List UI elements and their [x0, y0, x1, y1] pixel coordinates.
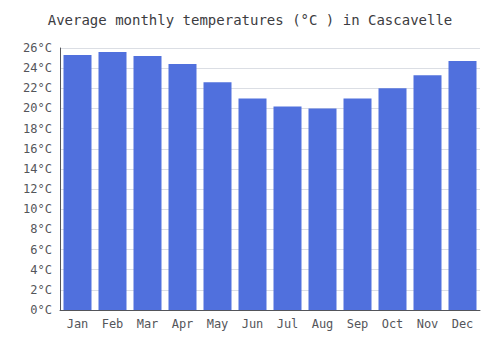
svg-text:22°C: 22°C	[23, 81, 52, 95]
svg-text:20°C: 20°C	[23, 101, 52, 115]
svg-text:Apr: Apr	[172, 317, 194, 331]
svg-text:6°C: 6°C	[30, 243, 52, 257]
svg-text:Nov: Nov	[417, 317, 439, 331]
svg-text:Sep: Sep	[347, 317, 369, 331]
svg-text:Aug: Aug	[312, 317, 334, 331]
svg-text:Mar: Mar	[137, 317, 159, 331]
svg-text:12°C: 12°C	[23, 182, 52, 196]
svg-text:Jan: Jan	[67, 317, 89, 331]
svg-text:2°C: 2°C	[30, 283, 52, 297]
svg-text:14°C: 14°C	[23, 162, 52, 176]
svg-text:8°C: 8°C	[30, 222, 52, 236]
svg-text:Jun: Jun	[242, 317, 264, 331]
svg-text:26°C: 26°C	[23, 41, 52, 55]
svg-text:0°C: 0°C	[30, 303, 52, 317]
svg-text:Feb: Feb	[102, 317, 124, 331]
svg-text:May: May	[207, 317, 229, 331]
svg-text:Oct: Oct	[382, 317, 404, 331]
svg-text:18°C: 18°C	[23, 122, 52, 136]
svg-text:Jul: Jul	[277, 317, 299, 331]
svg-text:10°C: 10°C	[23, 202, 52, 216]
svg-text:Average monthly temperatures (: Average monthly temperatures (°C ) in Ca…	[48, 12, 453, 28]
svg-text:4°C: 4°C	[30, 263, 52, 277]
svg-text:24°C: 24°C	[23, 61, 52, 75]
svg-text:16°C: 16°C	[23, 142, 52, 156]
svg-text:Dec: Dec	[452, 317, 474, 331]
